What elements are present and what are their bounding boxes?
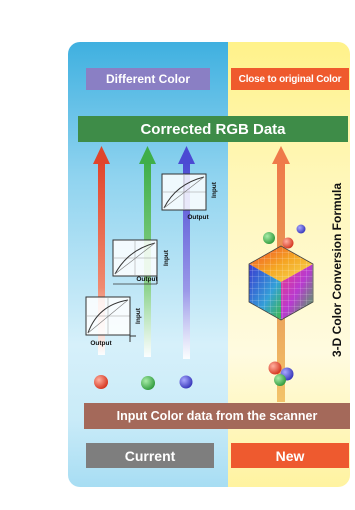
new-method-label: New — [231, 443, 349, 468]
curve-box-2-output-label: Output — [136, 276, 158, 283]
red-channel-arrow — [93, 146, 110, 355]
formula-label-container: 3-D Color Conversion Formula — [324, 150, 350, 390]
green-input-ball-new — [274, 374, 286, 386]
green-output-ball — [263, 232, 275, 244]
red-input-ball-new — [268, 361, 282, 375]
close-to-original-color-label: Close to original Color — [231, 68, 349, 90]
curve-box-1-input-label: Input — [135, 307, 142, 324]
blue-output-ball — [296, 224, 306, 234]
blue-curve-box: Output Input — [161, 173, 218, 221]
color-conversion-formula-label: 3-D Color Conversion Formula — [330, 182, 344, 358]
input-color-data-label: Input Color data from the scanner — [84, 403, 350, 429]
curve-box-2-input-label: Input — [163, 249, 170, 266]
blue-channel-arrow — [178, 146, 195, 359]
blue-input-ball — [179, 375, 193, 389]
different-color-label: Different Color — [86, 68, 210, 90]
green-input-ball — [141, 376, 155, 390]
current-method-label: Current — [86, 443, 214, 468]
curve-box-1-output-label: Output — [90, 340, 112, 347]
curve-box-3-output-label: Output — [187, 214, 209, 221]
color-cube-3d — [248, 245, 314, 321]
corrected-rgb-data-label: Corrected RGB Data — [78, 116, 348, 142]
red-input-ball — [94, 375, 108, 389]
red-curve-box: Output Input — [85, 296, 142, 347]
red-output-ball — [282, 237, 294, 249]
curve-box-3-input-label: Input — [211, 181, 218, 198]
green-curve-box: Output Input — [112, 239, 170, 285]
